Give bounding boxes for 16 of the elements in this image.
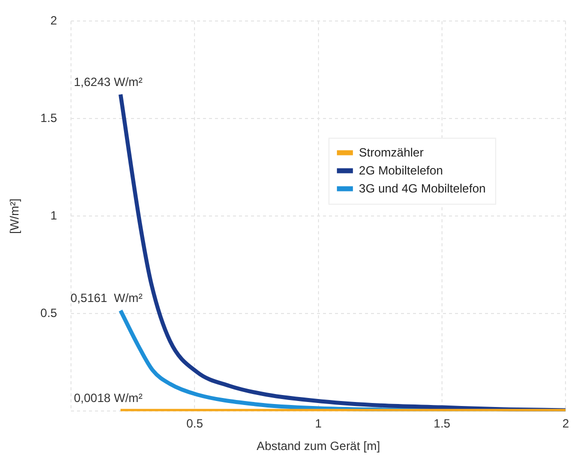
- legend-label: 2G Mobiltelefon: [358, 164, 443, 178]
- y-tick-label: 2: [50, 14, 58, 28]
- y-tick-label: 1: [50, 208, 58, 223]
- x-tick-label: 0.5: [186, 416, 204, 431]
- x-tick-label: 1: [315, 416, 322, 431]
- y-tick-label: 0.5: [40, 306, 58, 320]
- legend-label: Stromzähler: [358, 146, 424, 160]
- y-axis-title: [W/m²]: [8, 198, 22, 234]
- x-axis-title: Abstand zum Gerät [m]: [256, 439, 380, 454]
- data-label: 1,6243 W/m²: [74, 74, 143, 89]
- y-tick-label: 1.5: [40, 111, 58, 126]
- x-tick-label: 1.5: [434, 416, 451, 431]
- x-tick-label: 2: [562, 416, 570, 431]
- data-label: 0,5161 W/m²: [70, 290, 143, 305]
- legend-label: 3G und 4G Mobiltelefon: [358, 182, 486, 196]
- data-label: 0,0018 W/m²: [74, 391, 143, 406]
